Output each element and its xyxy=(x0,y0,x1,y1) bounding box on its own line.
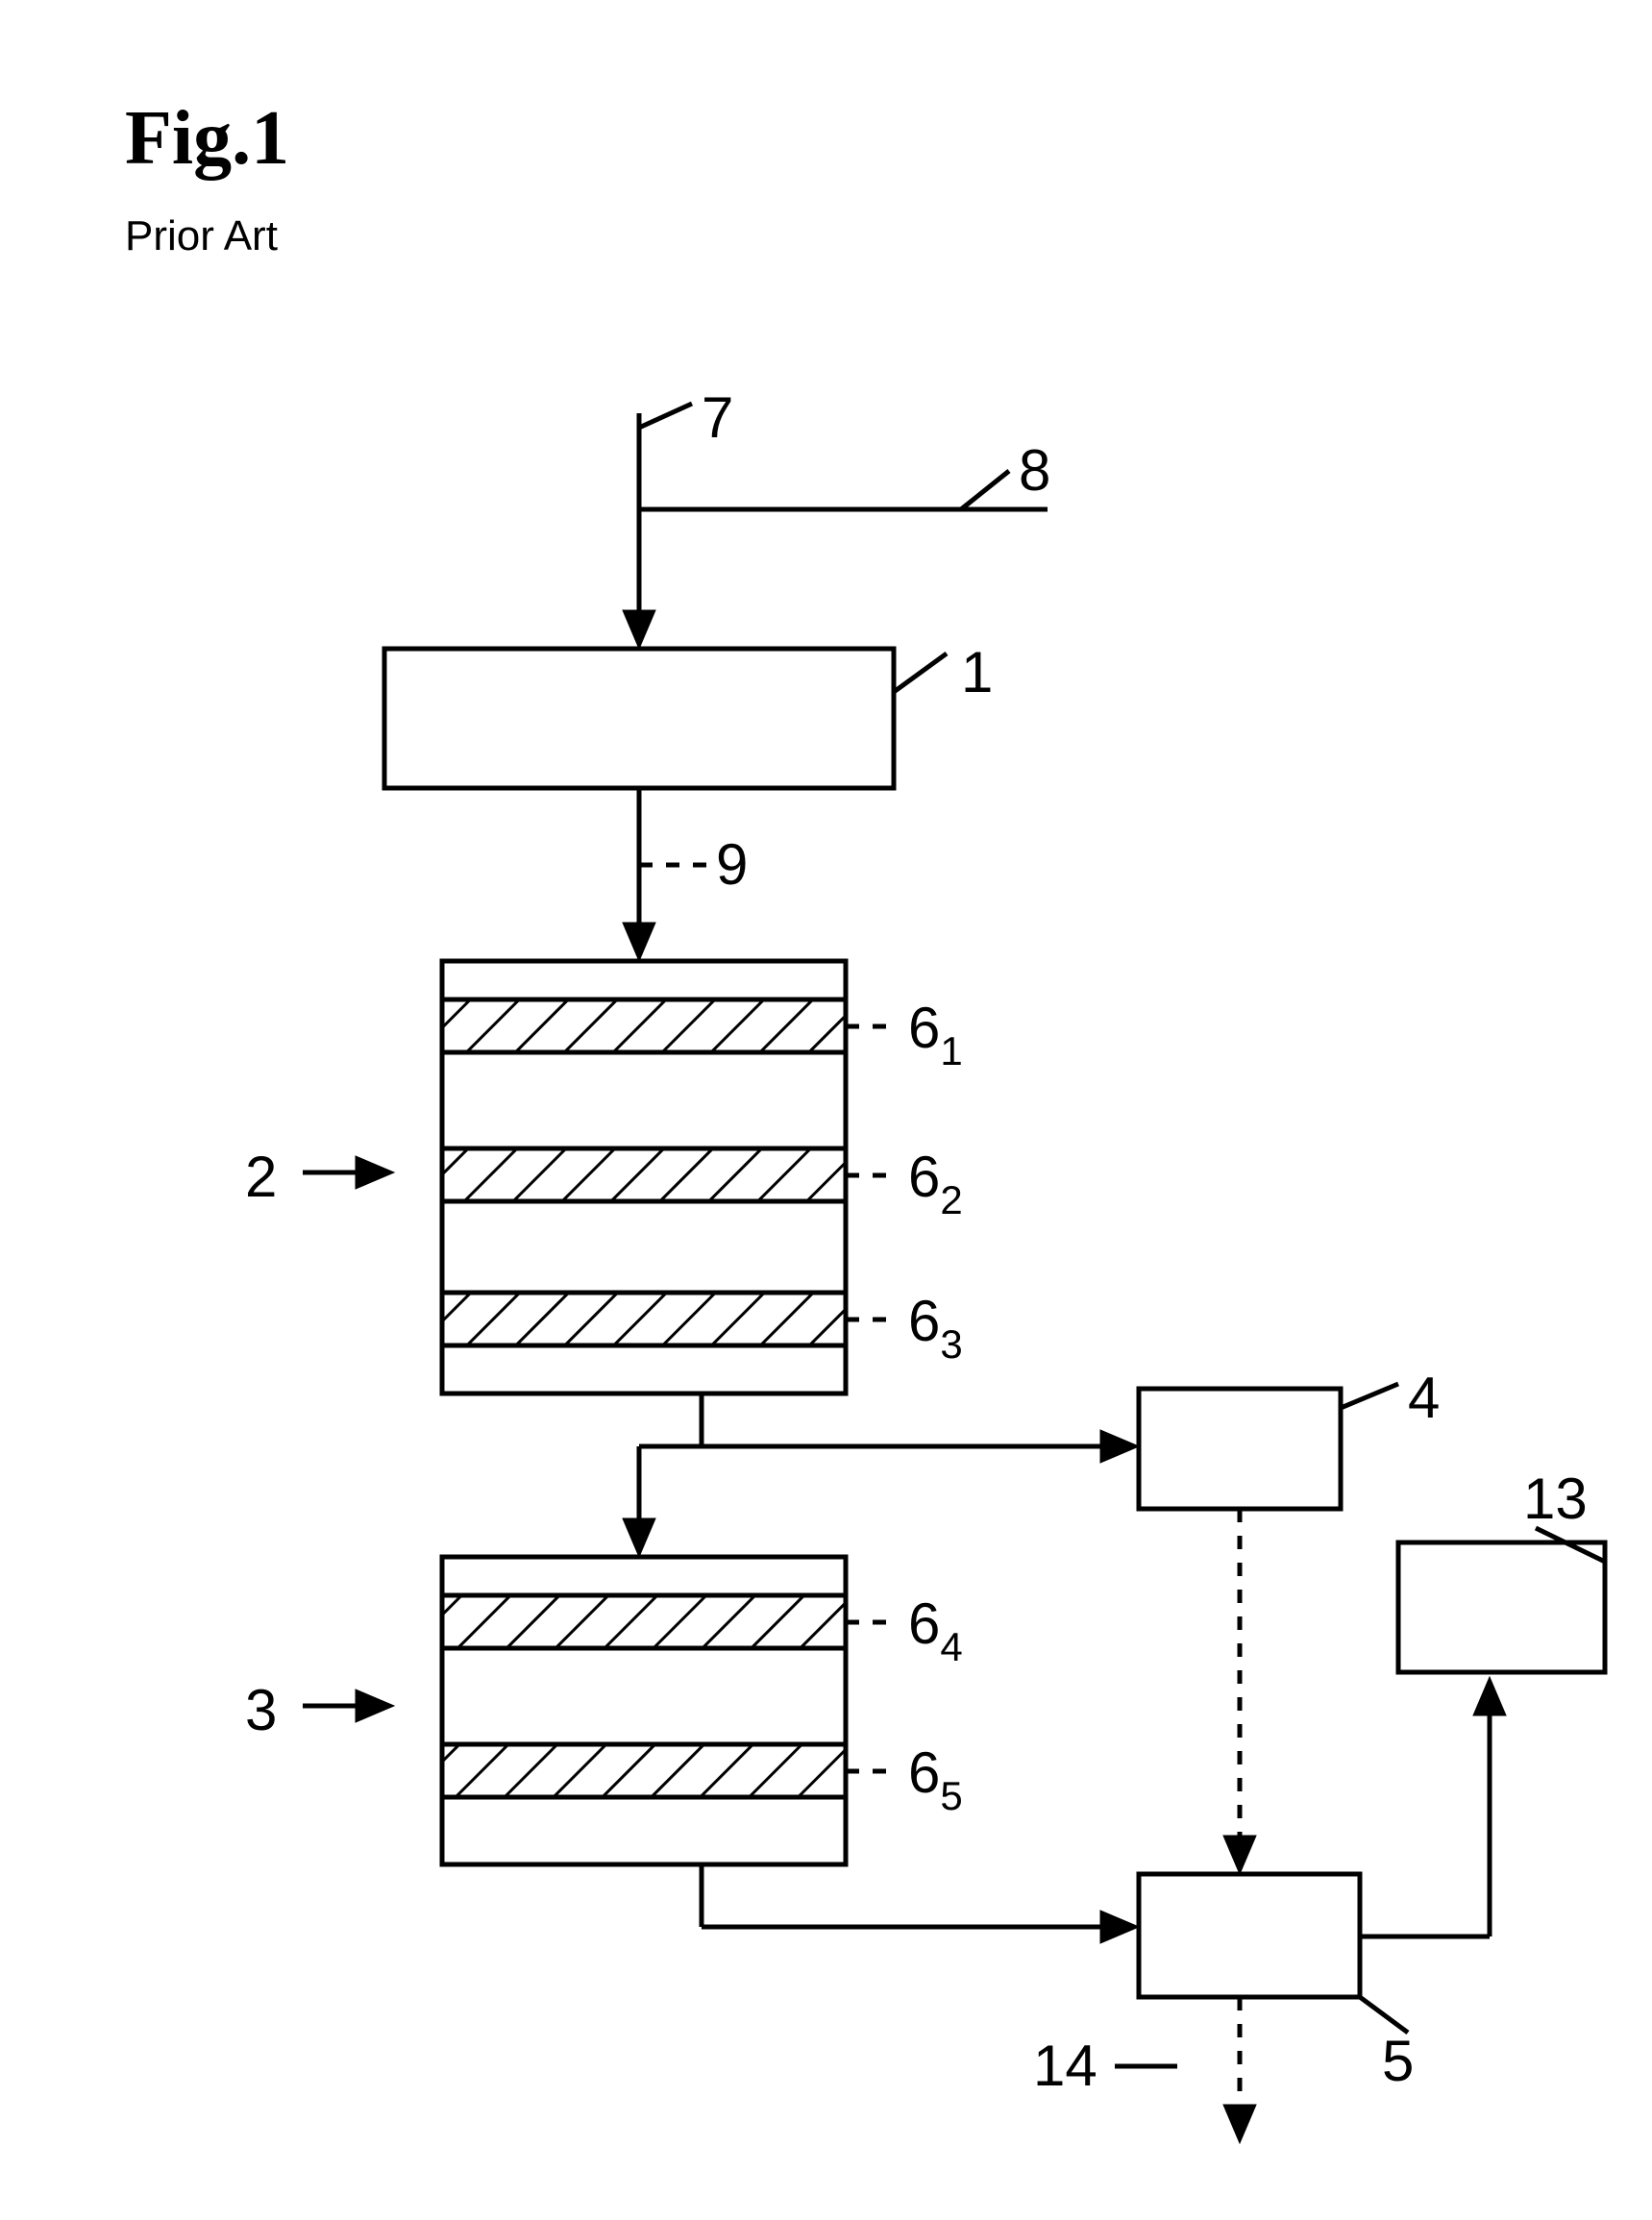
band-6-5 xyxy=(442,1744,846,1797)
leader-4 xyxy=(1341,1384,1398,1408)
label-6-2: 62 xyxy=(908,1145,963,1222)
box-13 xyxy=(1398,1542,1605,1672)
label-9: 9 xyxy=(716,832,748,897)
arrow-9-head xyxy=(623,923,655,961)
band-6-2 xyxy=(442,1148,846,1201)
arrow-7-head xyxy=(623,610,655,649)
box-1 xyxy=(384,649,894,788)
arrow-2-head xyxy=(356,1156,394,1189)
label-5: 5 xyxy=(1382,2029,1414,2093)
box-4 xyxy=(1139,1389,1341,1509)
label-8: 8 xyxy=(1019,438,1050,503)
label-2: 2 xyxy=(245,1145,277,1209)
label-6-4: 64 xyxy=(908,1591,963,1669)
label-14: 14 xyxy=(1033,2034,1097,2098)
band-6-1 xyxy=(442,999,846,1052)
label-13: 13 xyxy=(1523,1467,1588,1531)
dash-14-head xyxy=(1223,2105,1256,2143)
band-6-3 xyxy=(442,1293,846,1345)
box-5 xyxy=(1139,1874,1360,1997)
label-6-3: 63 xyxy=(908,1289,963,1367)
arrow-3-head xyxy=(356,1690,394,1722)
arrow-to-13 xyxy=(1473,1677,1506,1715)
leader-8 xyxy=(961,471,1009,509)
figure-subtitle: Prior Art xyxy=(125,212,278,259)
label-1: 1 xyxy=(961,640,993,704)
label-7: 7 xyxy=(702,385,733,450)
leader-7 xyxy=(639,404,692,428)
figure-title: Fig.1 xyxy=(125,96,289,181)
label-6-1: 61 xyxy=(908,996,963,1073)
label-6-5: 65 xyxy=(908,1740,963,1818)
label-4: 4 xyxy=(1408,1366,1440,1430)
leader-5 xyxy=(1360,1997,1408,2033)
arrow-to-5 xyxy=(1100,1911,1139,1943)
dash-4-to-5-head xyxy=(1223,1836,1256,1874)
arrow-to-4 xyxy=(1100,1430,1139,1463)
band-6-4 xyxy=(442,1595,846,1648)
arrow-to-3 xyxy=(623,1518,655,1557)
leader-1 xyxy=(894,654,947,692)
label-3: 3 xyxy=(245,1678,277,1742)
